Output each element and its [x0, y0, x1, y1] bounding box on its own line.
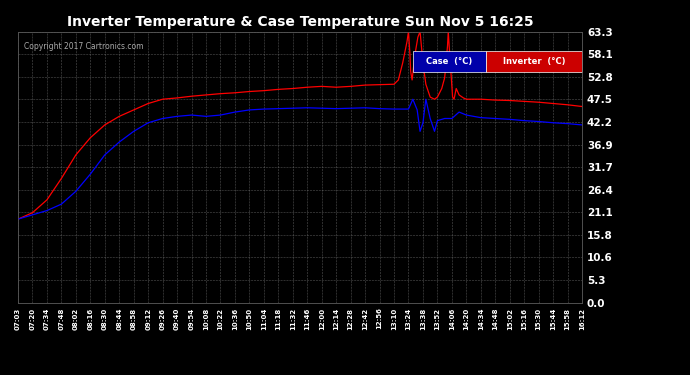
Text: Case  (°C): Case (°C) — [426, 57, 473, 66]
Title: Inverter Temperature & Case Temperature Sun Nov 5 16:25: Inverter Temperature & Case Temperature … — [67, 15, 533, 29]
FancyBboxPatch shape — [413, 51, 486, 72]
FancyBboxPatch shape — [486, 51, 582, 72]
Text: Inverter  (°C): Inverter (°C) — [503, 57, 565, 66]
Text: Copyright 2017 Cartronics.com: Copyright 2017 Cartronics.com — [23, 42, 143, 51]
